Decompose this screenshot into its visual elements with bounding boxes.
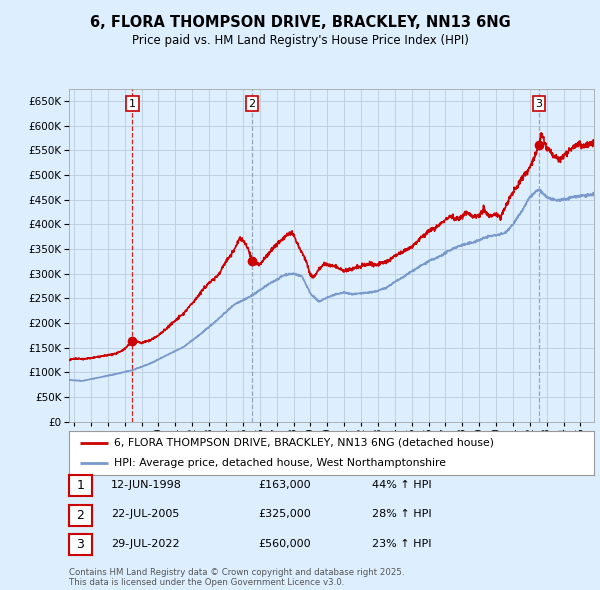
Text: £560,000: £560,000: [258, 539, 311, 549]
Text: £325,000: £325,000: [258, 510, 311, 519]
Text: 2: 2: [76, 509, 85, 522]
Text: 28% ↑ HPI: 28% ↑ HPI: [372, 510, 431, 519]
Text: £163,000: £163,000: [258, 480, 311, 490]
Text: 29-JUL-2022: 29-JUL-2022: [111, 539, 179, 549]
Text: 12-JUN-1998: 12-JUN-1998: [111, 480, 182, 490]
Text: Price paid vs. HM Land Registry's House Price Index (HPI): Price paid vs. HM Land Registry's House …: [131, 34, 469, 47]
Text: 6, FLORA THOMPSON DRIVE, BRACKLEY, NN13 6NG (detached house): 6, FLORA THOMPSON DRIVE, BRACKLEY, NN13 …: [113, 438, 494, 448]
Text: 23% ↑ HPI: 23% ↑ HPI: [372, 539, 431, 549]
Text: 6, FLORA THOMPSON DRIVE, BRACKLEY, NN13 6NG: 6, FLORA THOMPSON DRIVE, BRACKLEY, NN13 …: [89, 15, 511, 30]
Text: 44% ↑ HPI: 44% ↑ HPI: [372, 480, 431, 490]
Text: 1: 1: [76, 479, 85, 492]
Text: 3: 3: [76, 538, 85, 551]
Text: 22-JUL-2005: 22-JUL-2005: [111, 510, 179, 519]
Text: 1: 1: [129, 99, 136, 109]
Text: 2: 2: [248, 99, 256, 109]
Text: HPI: Average price, detached house, West Northamptonshire: HPI: Average price, detached house, West…: [113, 458, 446, 468]
Text: Contains HM Land Registry data © Crown copyright and database right 2025.
This d: Contains HM Land Registry data © Crown c…: [69, 568, 404, 587]
Text: 3: 3: [536, 99, 542, 109]
